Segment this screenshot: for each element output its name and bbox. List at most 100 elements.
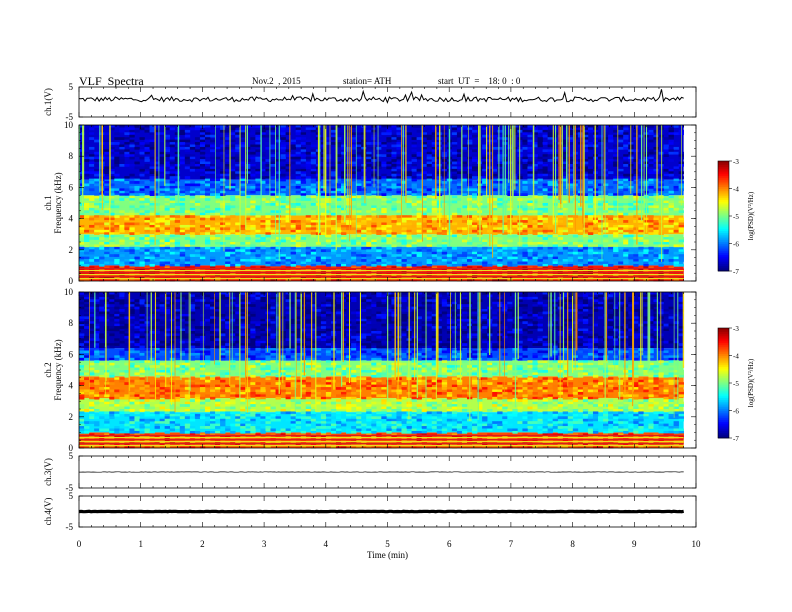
ch1-spectrogram-cell bbox=[84, 171, 90, 175]
ch1-spectrogram-cell bbox=[522, 146, 528, 150]
ch2-spectrogram-cell bbox=[386, 292, 392, 295]
ch1-spectrogram-cell bbox=[482, 217, 488, 221]
ch1-spectrogram-cell bbox=[129, 261, 135, 265]
ch1-spectrogram-colorbar-segment bbox=[718, 201, 729, 204]
ch1-spectrogram-cell bbox=[532, 166, 538, 170]
ch1-spectrogram-cell bbox=[280, 144, 286, 148]
ch1-spectrogram-cell bbox=[89, 134, 95, 138]
ch1-spectrogram-cell bbox=[628, 242, 634, 245]
ch1-spectrogram-cell bbox=[235, 276, 241, 279]
ch1-spectrogram-cell bbox=[79, 246, 85, 250]
ch1-spectrogram-cell bbox=[300, 278, 307, 282]
ch1-spectrogram-cell bbox=[603, 183, 609, 187]
ch1-spectrogram-cell bbox=[320, 276, 327, 279]
ch1-spectrogram-cell bbox=[522, 254, 528, 257]
ch1-spectrogram-cell bbox=[149, 139, 155, 143]
ch1-spectrogram-cell bbox=[613, 276, 619, 279]
ch1-spectrogram-cell bbox=[633, 261, 639, 265]
ch1-spectrogram-cell bbox=[522, 166, 528, 170]
ch1-spectrogram-cell bbox=[482, 242, 488, 245]
ch1-spectrogram-cell bbox=[280, 246, 286, 250]
ch1-spectrogram-cell bbox=[562, 125, 569, 128]
ch1-spectrogram-cell bbox=[129, 266, 135, 270]
ch1-spectrogram-cell bbox=[658, 181, 664, 184]
ch1-spectrogram-cell bbox=[79, 144, 85, 148]
ch1-spectrogram-cell bbox=[325, 176, 332, 179]
ch1-spectrogram-cell bbox=[204, 205, 211, 209]
ch1-spectrogram-cell bbox=[507, 224, 513, 228]
ch1-spectrogram-cell bbox=[134, 125, 140, 128]
ch1-spectrogram-cell bbox=[189, 229, 196, 233]
ch1-spectrogram-cell bbox=[376, 229, 382, 233]
ch1-spectrogram-cell bbox=[406, 154, 412, 157]
ch1-spectrogram-cell bbox=[512, 254, 518, 257]
ch1-waveform-ylabel: ch.1(V) bbox=[43, 88, 53, 116]
ch2-spectrogram-cell bbox=[184, 296, 191, 300]
ch1-spectrogram-cell bbox=[366, 276, 372, 279]
ch1-spectrogram-cell bbox=[149, 205, 155, 209]
ch1-spectrogram-cell bbox=[426, 188, 433, 192]
ch1-spectrogram-cell bbox=[295, 168, 302, 172]
ch1-spectrogram-cell bbox=[603, 127, 609, 131]
ch1-spectrogram-cell bbox=[592, 227, 599, 231]
ch1-spectrogram-cell bbox=[199, 139, 206, 143]
ch1-spectrogram-cell bbox=[663, 256, 669, 260]
ch2-spectrogram-cell bbox=[189, 299, 196, 303]
ch1-spectrogram-cell bbox=[230, 249, 236, 253]
ch1-spectrogram-cell bbox=[99, 276, 105, 279]
ch1-spectrogram-cell bbox=[99, 222, 105, 226]
ch1-spectrogram-cell bbox=[220, 183, 226, 187]
ch1-spectrogram-cell bbox=[487, 251, 493, 255]
ch1-spectrogram-cell bbox=[562, 200, 569, 204]
ch1-spectrogram-cell bbox=[144, 220, 150, 223]
ch1-spectrogram-cell bbox=[663, 205, 669, 209]
ch1-spectrogram-cell bbox=[204, 193, 211, 196]
ch1-spectrogram-cell bbox=[532, 251, 538, 255]
ch1-spectrogram-cell bbox=[94, 232, 100, 235]
ch1-spectrogram-cell bbox=[497, 249, 503, 253]
ch1-spectrogram-cell bbox=[678, 224, 684, 228]
ch1-spectrogram-cell bbox=[335, 137, 342, 140]
ch1-spectrogram-cell bbox=[325, 159, 332, 162]
ch1-spectrogram-cell bbox=[320, 278, 327, 282]
ch1-spectrogram-cell bbox=[668, 207, 674, 211]
ch1-spectrogram-cell bbox=[663, 251, 669, 255]
ch1-spectrogram-cell bbox=[235, 229, 241, 233]
ch1-spectrogram-cell bbox=[401, 222, 407, 226]
ch1-spectrogram-cell bbox=[577, 259, 584, 262]
ch1-spectrogram-cell bbox=[79, 261, 85, 265]
ch1-spectrogram-cell bbox=[184, 125, 191, 128]
ch2-spectrogram-cell bbox=[361, 294, 367, 298]
ch1-spectrogram-cell bbox=[658, 220, 664, 223]
ch1-spectrogram-cell bbox=[381, 142, 387, 145]
ch1-spectrogram-cell bbox=[653, 229, 659, 233]
ch1-spectrogram-cell bbox=[411, 178, 417, 182]
ch1-spectrogram-cell bbox=[668, 132, 674, 136]
ch1-spectrogram-cell bbox=[260, 246, 266, 250]
ch1-spectrogram-cell bbox=[497, 151, 503, 155]
ch1-spectrogram-cell bbox=[325, 244, 332, 248]
ch1-spectrogram-cell bbox=[139, 244, 145, 248]
ch1-spectrogram-cell bbox=[225, 232, 231, 235]
ch1-spectrogram-cell bbox=[416, 168, 422, 172]
ch2-spectrogram-cell bbox=[94, 296, 100, 300]
ch1-spectrogram-cell bbox=[587, 222, 594, 226]
ch2-spectrogram-cell bbox=[220, 294, 226, 298]
ch1-spectrogram-cell bbox=[179, 229, 186, 233]
ch1-spectrogram-cell bbox=[653, 244, 659, 248]
ch1-spectrogram-cell bbox=[678, 229, 684, 233]
ch1-spectrogram-cell bbox=[346, 146, 352, 150]
ch1-spectrogram-cell bbox=[245, 217, 251, 221]
ch1-spectrogram-cell bbox=[391, 173, 397, 177]
ch1-spectrogram-cell bbox=[371, 198, 377, 201]
ch1-spectrogram-cell bbox=[194, 195, 201, 199]
ch1-spectrogram-cell bbox=[381, 173, 387, 177]
ch1-spectrogram-cell bbox=[522, 266, 528, 270]
ch1-spectrogram-cell bbox=[164, 149, 170, 153]
ch1-spectrogram-cell bbox=[396, 190, 402, 194]
ch1-spectrogram-cell bbox=[618, 132, 624, 136]
ch1-spectrogram-cell bbox=[235, 164, 241, 167]
ch1-spectrogram-cell bbox=[426, 256, 433, 260]
ch1-spectrogram-cell bbox=[527, 132, 533, 136]
ch1-spectrogram-cell bbox=[290, 195, 296, 199]
